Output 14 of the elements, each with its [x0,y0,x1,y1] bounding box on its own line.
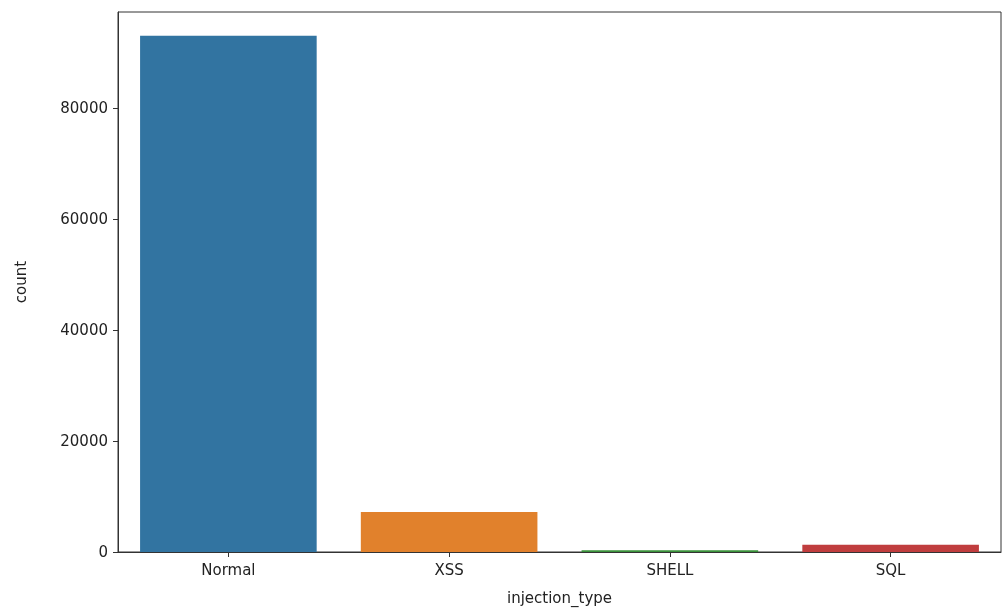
x-axis-title: injection_type [506,588,613,608]
x-tick-label: SQL [875,560,907,579]
bar [802,544,979,552]
y-tick-label: 40000 [60,321,108,340]
y-tick-label: 0 [98,543,108,561]
y-tick-label: 80000 [60,99,108,118]
x-tick-label: XSS [434,560,464,579]
y-tick-label: 60000 [60,210,108,229]
x-tick-label: Normal [201,560,256,579]
y-axis-title: count [11,260,30,304]
x-tick-label: SHELL [646,560,695,579]
y-tick-label: 20000 [60,432,108,450]
bar [360,512,538,552]
bar [140,35,317,552]
